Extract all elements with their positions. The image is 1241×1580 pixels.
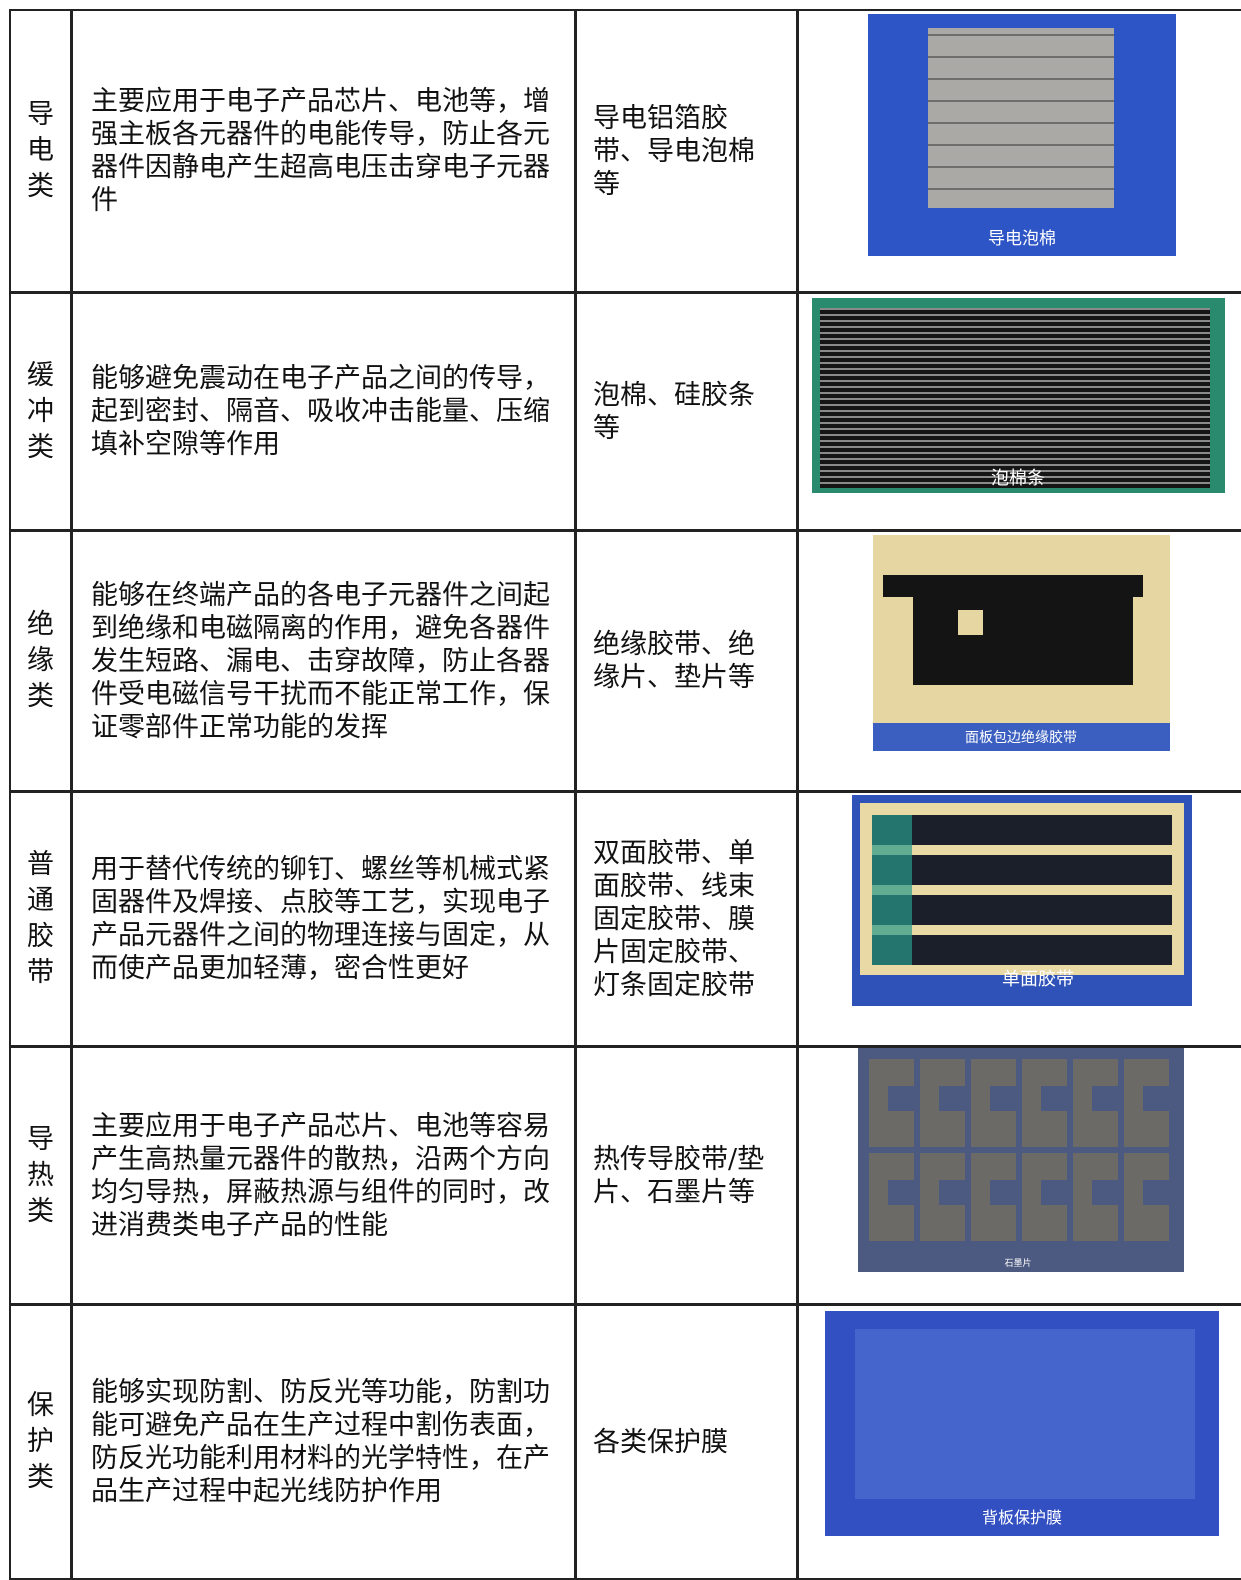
category-text: 保护类 (27, 1390, 54, 1493)
category-cell: 保护类 (9, 1304, 72, 1580)
photo-caption: 导电泡棉 (988, 229, 1056, 249)
products-text: 泡棉、硅胶条等 (593, 379, 755, 444)
photo-caption: 背板保护膜 (982, 1508, 1062, 1527)
description-cell: 主要应用于电子产品芯片、电池等容易产生高热量元器件的散热，沿两个方向均匀导热，屏… (71, 1046, 576, 1305)
photo-caption: 单面胶带 (1002, 969, 1074, 990)
category-text: 普通胶带 (27, 849, 54, 988)
description-cell: 主要应用于电子产品芯片、电池等，增强主板各元器件的电能传导，防止各元器件因静电产… (71, 9, 576, 293)
photo-caption: 泡棉条 (991, 468, 1045, 489)
photo: 单面胶带 (852, 795, 1192, 1006)
description-text: 主要应用于电子产品芯片、电池等容易产生高热量元器件的散热，沿两个方向均匀导热，屏… (91, 1110, 550, 1241)
category-text: 绝缘类 (27, 609, 54, 712)
category-text: 导热类 (27, 1123, 54, 1227)
category-text: 导电类 (27, 99, 54, 202)
photo: 泡棉条 (812, 298, 1225, 493)
description-cell: 用于替代传统的铆钉、螺丝等机械式紧固器件及焊接、点胶等工艺，实现电子产品元器件之… (71, 791, 576, 1047)
description-text: 主要应用于电子产品芯片、电池等，增强主板各元器件的电能传导，防止各元器件因静电产… (91, 86, 550, 216)
description-cell: 能够实现防割、防反光等功能，防割功能可避免产品在生产过程中割伤表面，防反光功能利… (71, 1304, 576, 1580)
products-cell: 各类保护膜 (575, 1304, 798, 1580)
photo: 导电泡棉 (868, 14, 1176, 256)
description-text: 能够实现防割、防反光等功能，防割功能可避免产品在生产过程中割伤表面，防反光功能利… (91, 1377, 550, 1507)
description-cell: 能够在终端产品的各电子元器件之间起到绝缘和电磁隔离的作用，避免各器件发生短路、漏… (71, 530, 576, 792)
products-cell: 双面胶带、单面胶带、线束固定胶带、膜片固定胶带、灯条固定胶带 (575, 791, 798, 1047)
category-cell: 导热类 (9, 1046, 72, 1305)
description-text: 能够在终端产品的各电子元器件之间起到绝缘和电磁隔离的作用，避免各器件发生短路、漏… (91, 579, 550, 743)
category-cell: 绝缘类 (9, 530, 72, 792)
photo: 面板包边绝缘胶带 (873, 535, 1170, 751)
products-cell: 绝缘胶带、绝缘片、垫片等 (575, 530, 798, 792)
products-text: 绝缘胶带、绝缘片、垫片等 (593, 629, 755, 693)
photo-caption: 面板包边绝缘胶带 (965, 729, 1077, 746)
category-cell: 缓冲类 (9, 292, 72, 531)
photo: 石墨片 (858, 1048, 1184, 1272)
description-text: 用于替代传统的铆钉、螺丝等机械式紧固器件及焊接、点胶等工艺，实现电子产品元器件之… (91, 854, 550, 984)
photo: 背板保护膜 (825, 1311, 1219, 1536)
products-text: 各类保护膜 (593, 1426, 728, 1458)
products-text: 热传导胶带/垫片、石墨片等 (593, 1143, 765, 1208)
description-text: 能够避免震动在电子产品之间的传导，起到密封、隔音、吸收冲击能量、压缩填补空隙等作… (91, 363, 550, 460)
category-cell: 普通胶带 (9, 791, 72, 1047)
category-text: 缓冲类 (27, 359, 54, 463)
products-cell: 热传导胶带/垫片、石墨片等 (575, 1046, 798, 1305)
products-text: 双面胶带、单面胶带、线束固定胶带、膜片固定胶带、灯条固定胶带 (593, 837, 755, 1001)
description-cell: 能够避免震动在电子产品之间的传导，起到密封、隔音、吸收冲击能量、压缩填补空隙等作… (71, 292, 576, 531)
products-text: 导电铝箔胶带、导电泡棉等 (593, 102, 755, 200)
products-cell: 导电铝箔胶带、导电泡棉等 (575, 9, 798, 293)
products-cell: 泡棉、硅胶条等 (575, 292, 798, 531)
photo-caption: 石墨片 (1004, 1257, 1031, 1269)
category-cell: 导电类 (9, 9, 72, 293)
